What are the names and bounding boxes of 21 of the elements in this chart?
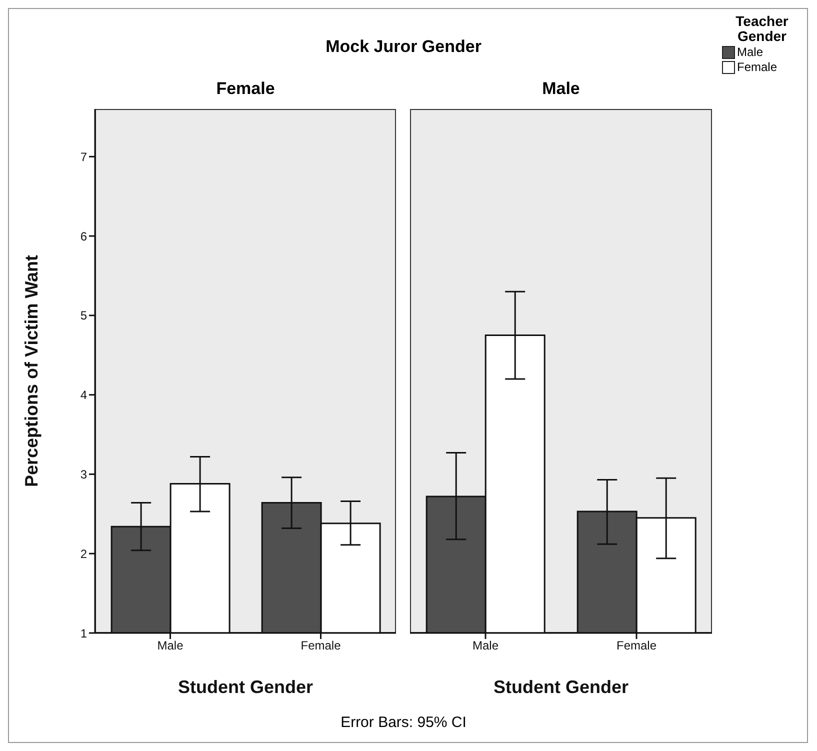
y-tick-label: 6 (80, 229, 88, 244)
chart-title: Female (215, 79, 276, 99)
y-tick-label: 5 (80, 308, 88, 323)
x-tick-label: Male (157, 638, 184, 653)
legend-label: Male (737, 45, 764, 59)
x-axis-title: Student Gender (493, 677, 629, 697)
x-tick-label: Female (616, 638, 657, 653)
chart-title: Male (541, 79, 581, 99)
y-tick-label: 2 (80, 546, 88, 561)
legend-title: Teacher Gender (734, 13, 790, 44)
y-tick-label: 7 (80, 150, 88, 164)
y-tick-label: 4 (80, 388, 88, 402)
text: Mock Juror Gender (324, 37, 482, 57)
x-tick-label: Male (472, 638, 499, 653)
y-axis-title: Perceptions of Victim Want (21, 254, 42, 488)
text: Error Bars: 95% CI (340, 714, 468, 731)
y-tick-label: 3 (80, 467, 88, 482)
x-axis-title: Student Gender (178, 677, 314, 697)
x-tick-label: Female (300, 638, 342, 653)
y-tick-label: 1 (80, 626, 88, 640)
legend-label: Female (737, 60, 778, 74)
